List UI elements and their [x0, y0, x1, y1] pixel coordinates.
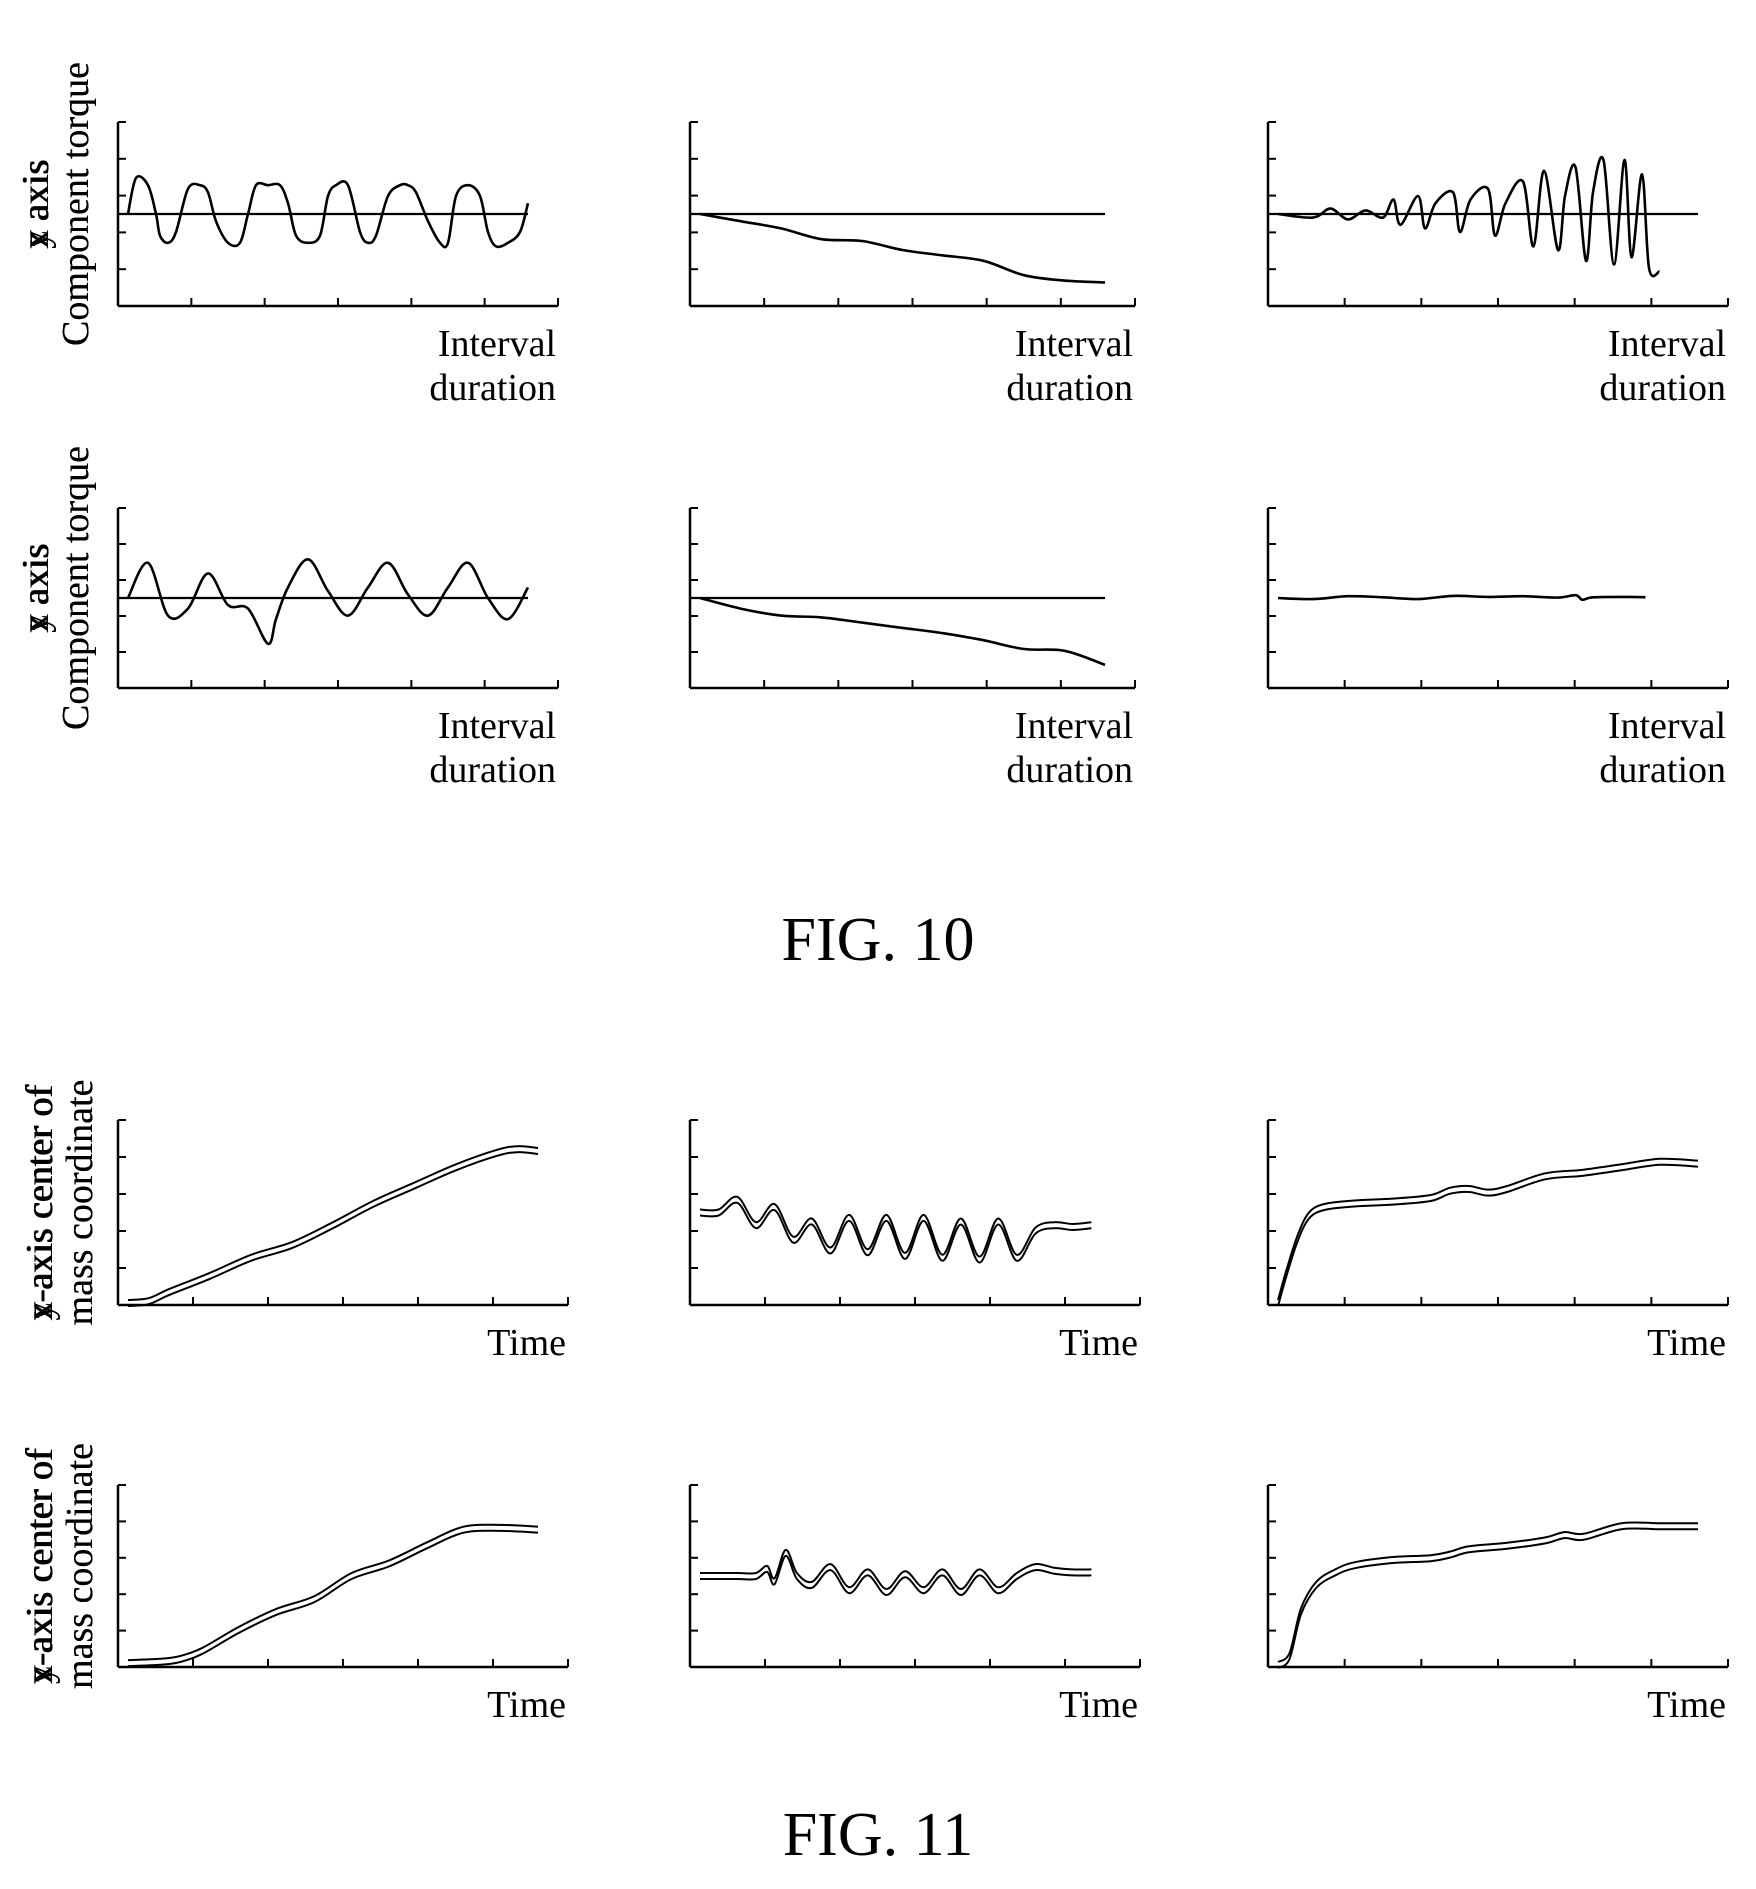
panel-2-series-line: [699, 212, 1106, 284]
panel-9-xlabel: Time: [1647, 1322, 1726, 1364]
panel-1-xlabel: Interval: [438, 323, 556, 365]
panel-11-ylabel: mass coordinate: [59, 1443, 101, 1689]
panel-7-xlabel: Time: [487, 1322, 566, 1364]
panel-9-series-line: [1277, 1157, 1699, 1301]
panel-1-ylabel: x axis: [15, 159, 57, 249]
panel-11-series-line: [699, 1548, 1092, 1591]
panel-4-series-line: [126, 558, 530, 646]
panel-2-ylabel: y axis: [15, 159, 57, 249]
panel-10-ylabel: x-axis center of: [19, 1447, 61, 1684]
panel-3-ylabel: Component torque: [55, 62, 97, 346]
panel-4-xlabel: Interval: [438, 705, 556, 747]
panel-11-xlabel: Time: [1059, 1684, 1138, 1726]
panel-1-series-line: [126, 174, 530, 249]
panel-7-ylabel: x-axis center of: [19, 1084, 61, 1321]
panel-3-series-line: [1277, 155, 1661, 278]
panel-4-xlabel: duration: [429, 749, 556, 791]
panel-9-ylabel: mass coordinate: [59, 1080, 101, 1326]
fig-11-caption: FIG. 11: [782, 1801, 974, 1869]
panel-7-ylabel: mass coordinate: [59, 1080, 101, 1326]
panel-3-ylabel: z axis: [15, 160, 57, 248]
panel-10-series-line: [127, 1529, 539, 1668]
panel-6-ylabel: z axis: [15, 544, 57, 632]
panel-2-xlabel: duration: [1006, 367, 1133, 409]
panel-11-ylabel: y-axis center of: [19, 1447, 61, 1684]
panel-4-ylabel: Component torque: [55, 446, 97, 730]
panel-7-series-line: [127, 1151, 539, 1307]
panel-1-xlabel: duration: [429, 367, 556, 409]
panel-10-series-line: [127, 1523, 539, 1662]
panel-10-xlabel: Time: [487, 1684, 566, 1726]
panel-5-ylabel: Component torque: [55, 446, 97, 730]
panel-9-ylabel: z-axis center of: [19, 1085, 61, 1320]
panel-6-series-line: [1277, 593, 1646, 602]
panel-2-xlabel: Interval: [1015, 323, 1133, 365]
panel-8-xlabel: Time: [1059, 1322, 1138, 1364]
panel-4-ylabel: x axis: [15, 543, 57, 633]
panel-12-xlabel: Time: [1647, 1684, 1726, 1726]
panel-8-series-line: [699, 1195, 1092, 1258]
panel-8-series-line: [699, 1201, 1092, 1264]
panel-9-series-line: [1277, 1163, 1699, 1307]
panel-3-xlabel: Interval: [1608, 323, 1726, 365]
panel-5-xlabel: Interval: [1015, 705, 1133, 747]
panel-5-ylabel: y axis: [15, 543, 57, 633]
panel-5-xlabel: duration: [1006, 749, 1133, 791]
panel-10-ylabel: mass coordinate: [59, 1443, 101, 1689]
panel-6-ylabel: Component torque: [55, 446, 97, 730]
fig-10-caption: FIG. 10: [781, 906, 975, 974]
panel-6-xlabel: duration: [1599, 749, 1726, 791]
panel-3-xlabel: duration: [1599, 367, 1726, 409]
panel-11-series-line: [700, 1554, 1092, 1597]
panel-2-ylabel: Component torque: [55, 62, 97, 346]
panel-12-series-line: [1277, 1521, 1698, 1663]
panel-8-ylabel: mass coordinate: [59, 1080, 101, 1326]
panel-12-series-line: [1277, 1527, 1698, 1669]
panel-8-ylabel: y-axis center of: [19, 1084, 61, 1321]
panel-7-series-line: [127, 1145, 539, 1301]
panel-5-series-line: [699, 596, 1106, 667]
panel-12-ylabel: mass coordinate: [59, 1443, 101, 1689]
panel-1-ylabel: Component torque: [55, 62, 97, 346]
panel-6-xlabel: Interval: [1608, 705, 1726, 747]
panel-12-ylabel: z-axis center of: [19, 1449, 61, 1684]
